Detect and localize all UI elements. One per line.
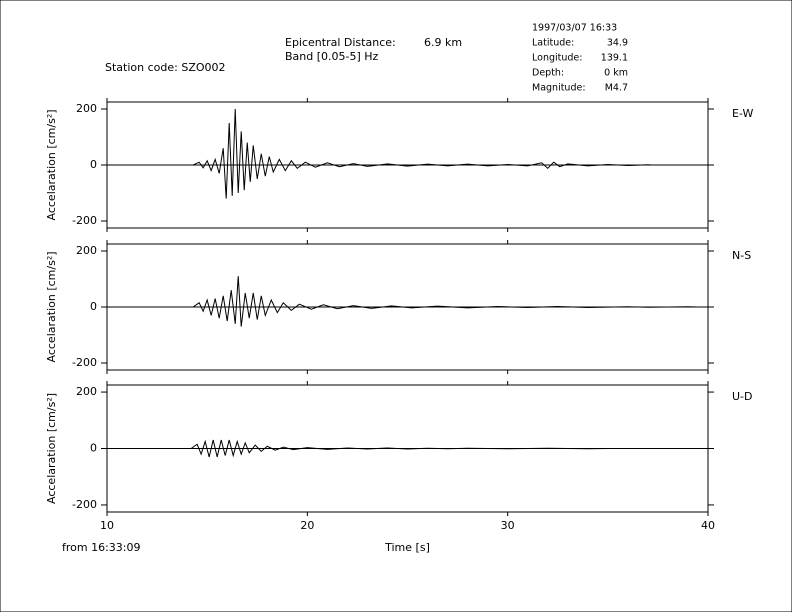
x-axis-label: Time [s]	[384, 541, 430, 554]
y-tick-label: -200	[72, 214, 97, 227]
waveform	[190, 439, 608, 458]
band: Band [0.05-5] Hz	[285, 50, 379, 63]
y-tick-label: 0	[90, 300, 97, 313]
y-tick-label: -200	[72, 356, 97, 369]
waveform	[192, 108, 652, 199]
x-tick-label: 10	[100, 519, 114, 532]
waveform	[192, 276, 698, 327]
component-label: U-D	[732, 390, 753, 403]
component-label: E-W	[732, 107, 753, 120]
start-time: from 16:33:09	[62, 541, 141, 554]
y-tick-label: 0	[90, 158, 97, 171]
info-value: 0 km	[604, 68, 628, 79]
y-tick-label: 200	[76, 244, 97, 257]
y-axis-label: Accelaration [cm/s²]	[45, 251, 58, 362]
info-value: 139.1	[601, 53, 628, 64]
x-tick-label: 20	[300, 519, 314, 532]
y-tick-label: 200	[76, 385, 97, 398]
info-value: 34.9	[607, 38, 628, 49]
y-axis-label: Accelaration [cm/s²]	[45, 393, 58, 504]
info-label: Depth:	[532, 68, 564, 79]
datetime: 1997/03/07 16:33	[532, 23, 617, 34]
x-tick-label: 30	[501, 519, 515, 532]
station-code: Station code: SZO002	[105, 61, 226, 74]
y-tick-label: 200	[76, 102, 97, 115]
component-label: N-S	[732, 249, 751, 262]
info-label: Latitude:	[532, 38, 574, 49]
distance-value: 6.9 km	[424, 36, 462, 49]
y-tick-label: 0	[90, 442, 97, 455]
x-tick-label: 40	[701, 519, 715, 532]
info-label: Longitude:	[532, 53, 582, 64]
distance-label: Epicentral Distance:	[285, 36, 396, 49]
y-tick-label: -200	[72, 498, 97, 511]
y-axis-label: Accelaration [cm/s²]	[45, 109, 58, 220]
info-label: Magnitude:	[532, 83, 586, 94]
info-value: M4.7	[605, 83, 628, 94]
